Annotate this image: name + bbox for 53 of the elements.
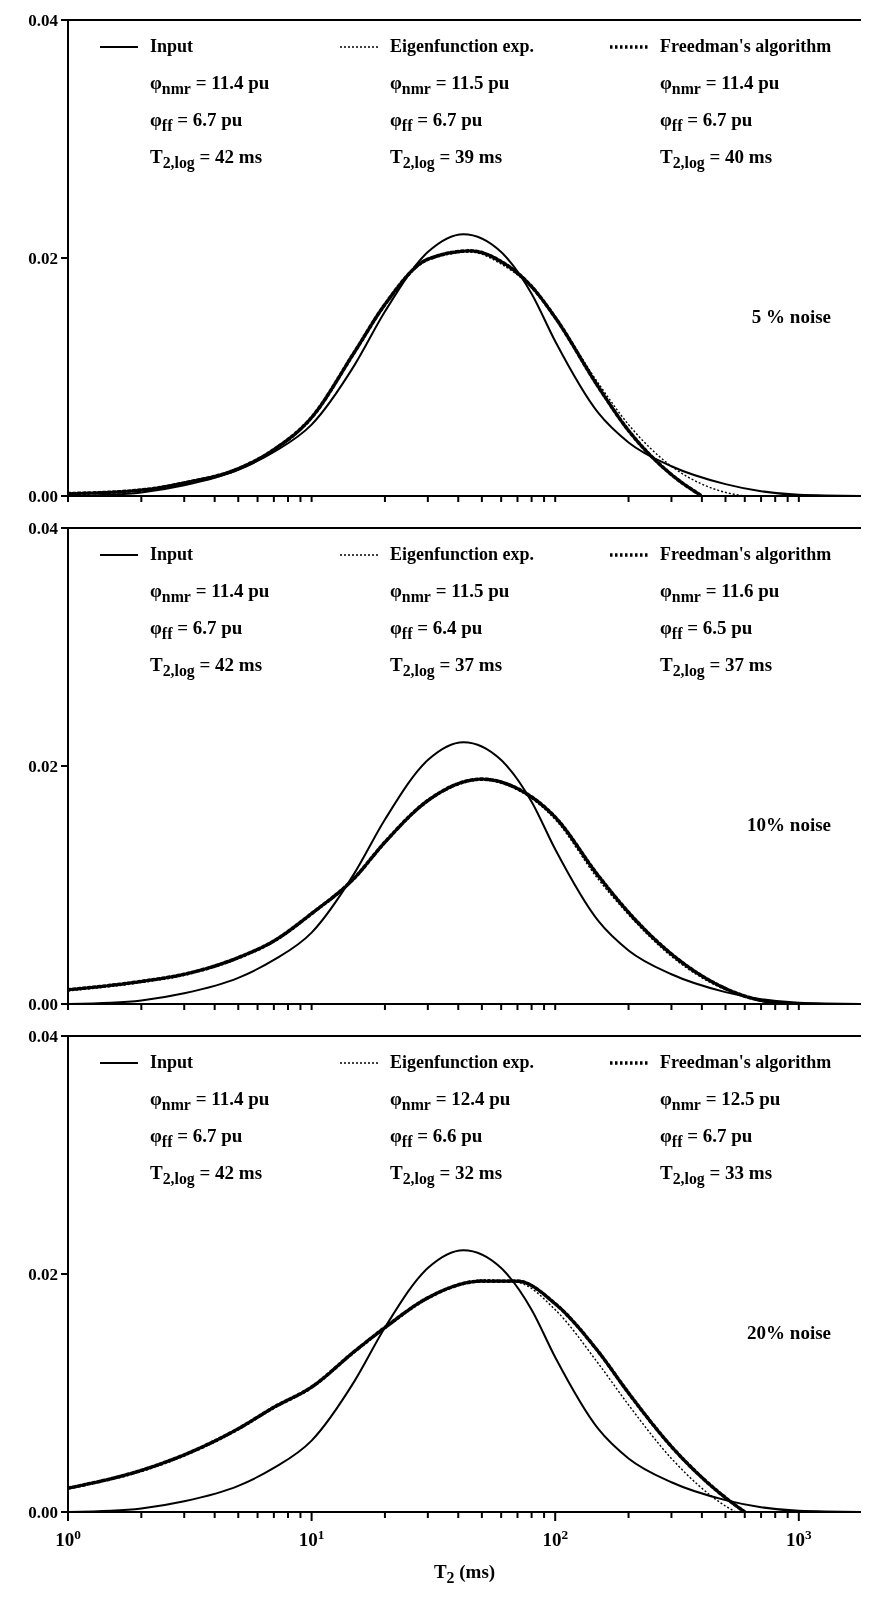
annotation: 20% noise (747, 1321, 831, 1344)
annotation: T$_{2,log}$ = 42 ms (150, 654, 263, 680)
legend-label: Input (150, 544, 194, 565)
annotation: φ$_{nmr}$ = 12.5 pu (660, 1088, 781, 1114)
legend-label: Input (150, 1052, 194, 1073)
annotation: φ$_{ff}$ = 6.6 pu (390, 1125, 483, 1151)
legend-label: Input (150, 36, 194, 57)
y-tick-label: 0.00 (28, 1503, 58, 1523)
annotation: φ$_{ff}$ = 6.7 pu (390, 109, 483, 135)
x-tick-label: 10$^{2}$ (542, 1526, 569, 1550)
legend-label: Eigenfunction exp. (390, 544, 535, 565)
annotation: φ$_{ff}$ = 6.5 pu (660, 617, 753, 643)
annotation: 5 % noise (751, 305, 831, 328)
y-tick-label: 0.00 (28, 995, 58, 1015)
y-tick-label: 0.00 (28, 487, 58, 507)
x-tick-label: 10$^{3}$ (785, 1526, 812, 1550)
annotation: φ$_{nmr}$ = 11.5 pu (390, 72, 510, 98)
legend-label: Eigenfunction exp. (390, 36, 535, 57)
annotation: 10% noise (747, 813, 831, 836)
annotation: φ$_{ff}$ = 6.7 pu (660, 109, 753, 135)
y-tick-label: 0.04 (28, 519, 59, 539)
annotation: φ$_{ff}$ = 6.7 pu (150, 617, 243, 643)
annotation: φ$_{nmr}$ = 11.4 pu (150, 1088, 270, 1114)
legend-label: Freedman's algorithm (660, 36, 832, 57)
annotation: φ$_{ff}$ = 6.7 pu (660, 1125, 753, 1151)
annotation: φ$_{nmr}$ = 11.4 pu (150, 72, 270, 98)
y-tick-label: 0.02 (28, 1265, 58, 1285)
annotation: φ$_{ff}$ = 6.7 pu (150, 109, 243, 135)
annotation: T$_{2,log}$ = 37 ms (660, 654, 773, 680)
annotation: T$_{2,log}$ = 32 ms (390, 1162, 503, 1188)
annotation: φ$_{ff}$ = 6.7 pu (150, 1125, 243, 1151)
x-tick-label: 10$^{0}$ (55, 1526, 82, 1550)
y-tick-label: 0.02 (28, 249, 58, 269)
annotation: T$_{2,log}$ = 42 ms (150, 146, 263, 172)
x-axis-title: T$_{2}$ (ms) (432, 1561, 497, 1587)
legend-label: Freedman's algorithm (660, 544, 832, 565)
annotation: φ$_{nmr}$ = 12.4 pu (390, 1088, 511, 1114)
y-tick-label: 0.02 (28, 757, 58, 777)
annotation: T$_{2,log}$ = 42 ms (150, 1162, 263, 1188)
y-tick-label: 0.04 (28, 11, 59, 31)
annotation: φ$_{nmr}$ = 11.4 pu (150, 580, 270, 606)
annotation: T$_{2,log}$ = 37 ms (390, 654, 503, 680)
x-tick-label: 10$^{1}$ (298, 1526, 325, 1550)
annotation: T$_{2,log}$ = 33 ms (660, 1162, 773, 1188)
annotation: φ$_{nmr}$ = 11.4 pu (660, 72, 780, 98)
annotation: φ$_{nmr}$ = 11.6 pu (660, 580, 780, 606)
annotation: T$_{2,log}$ = 39 ms (390, 146, 503, 172)
legend-label: Eigenfunction exp. (390, 1052, 535, 1073)
annotation: φ$_{ff}$ = 6.4 pu (390, 617, 483, 643)
legend-label: Freedman's algorithm (660, 1052, 832, 1073)
annotation: T$_{2,log}$ = 40 ms (660, 146, 773, 172)
annotation: φ$_{nmr}$ = 11.5 pu (390, 580, 510, 606)
y-tick-label: 0.04 (28, 1027, 59, 1047)
